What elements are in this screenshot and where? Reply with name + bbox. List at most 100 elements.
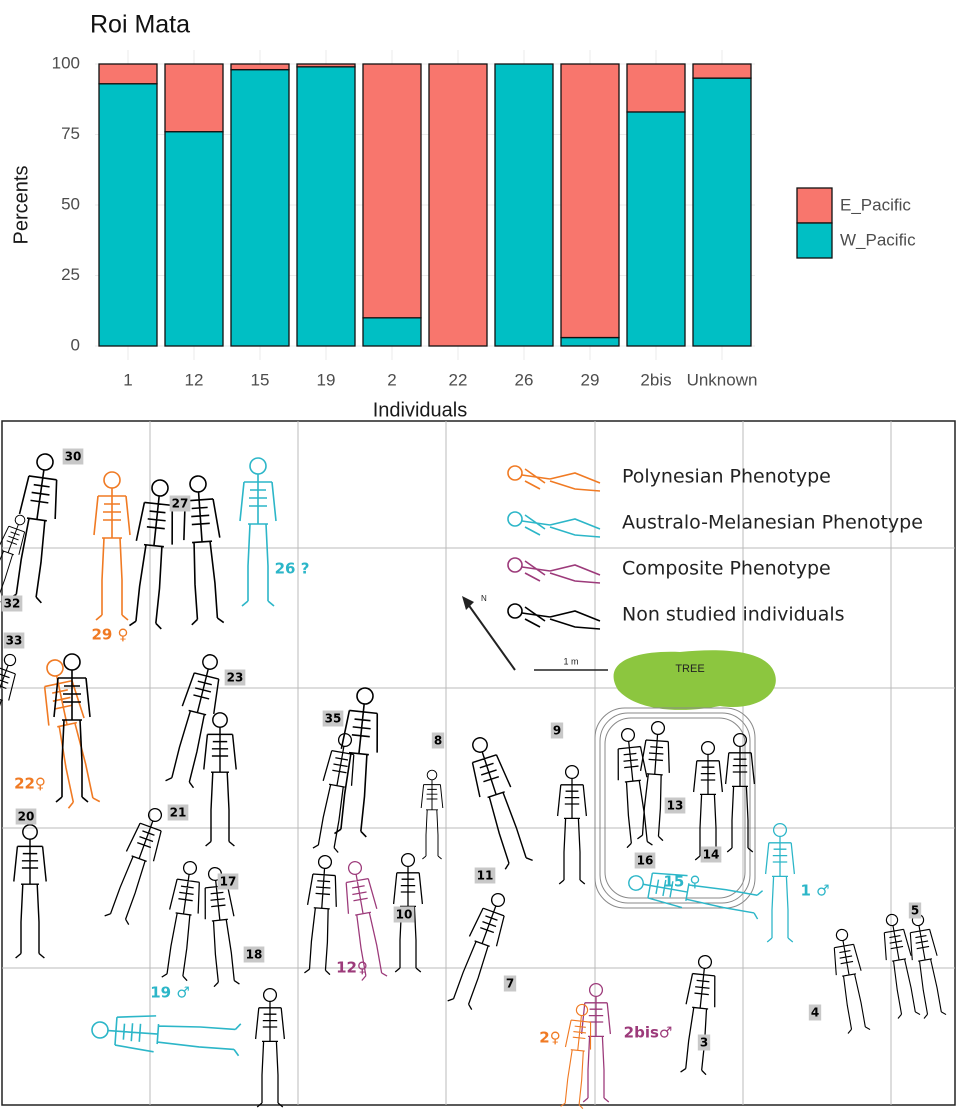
bones	[556, 778, 588, 885]
x-axis-label: Individuals	[373, 399, 468, 421]
bones	[203, 727, 237, 847]
skeleton	[345, 860, 388, 981]
label-box	[550, 722, 564, 739]
skeleton	[13, 824, 47, 959]
bones	[165, 668, 220, 789]
bones	[471, 751, 533, 870]
bones	[580, 996, 612, 1103]
bones	[0, 524, 26, 603]
x-tick-label: 29	[581, 370, 600, 389]
label-box	[15, 808, 37, 825]
map-label: 29 ♀	[91, 626, 128, 644]
bar-segment	[428, 63, 488, 347]
skeleton	[883, 913, 921, 1019]
label-box	[393, 906, 415, 923]
map-label: 26 ?	[275, 560, 310, 578]
skull	[620, 727, 636, 743]
legend-label: E_Pacific	[840, 195, 911, 214]
bones	[304, 868, 337, 976]
skull	[317, 854, 333, 870]
bones	[334, 703, 379, 838]
map-label: 12♀	[336, 959, 368, 977]
skeleton	[165, 654, 220, 789]
bar-segment	[692, 63, 752, 79]
skull	[14, 514, 26, 526]
y-tick-label: 25	[61, 265, 80, 284]
bones	[392, 866, 424, 973]
bar-segment	[296, 63, 356, 68]
icon-bones	[521, 606, 601, 630]
label-box	[224, 669, 246, 686]
skeleton	[304, 854, 337, 976]
skeleton	[204, 866, 240, 988]
y-tick-label: 75	[61, 124, 80, 143]
map-frame	[1, 420, 956, 1106]
scale-label: 1 m	[563, 656, 578, 666]
bones	[13, 839, 47, 959]
skull	[426, 769, 438, 781]
bones	[642, 872, 764, 920]
label-box	[322, 710, 344, 727]
bones	[183, 491, 225, 626]
map-label: 14	[703, 848, 720, 862]
bones	[254, 1001, 286, 1108]
bones	[0, 665, 16, 757]
skeleton	[129, 479, 174, 630]
legend-key	[796, 187, 833, 224]
bar-segment	[230, 68, 290, 347]
map-label: 18	[246, 948, 263, 962]
y-tick-label: 50	[61, 194, 80, 213]
label-box	[3, 632, 25, 649]
x-tick-label: 2	[387, 370, 396, 389]
skeleton	[91, 1015, 242, 1057]
bones	[420, 779, 444, 860]
skull	[207, 866, 223, 882]
map-legend: Polynesian Phenotype Australo-Melanesian …	[507, 465, 923, 630]
map-label: 2bis♂	[624, 1024, 673, 1042]
y-tick-label: 100	[52, 53, 80, 72]
skeleton	[334, 687, 379, 838]
bar-segment	[362, 317, 422, 347]
tree	[613, 650, 776, 710]
bones	[312, 746, 355, 853]
north-label: N	[481, 594, 487, 603]
label-box	[167, 804, 189, 821]
skeleton	[0, 653, 17, 757]
legend-label: W_Pacific	[840, 230, 916, 249]
label-box	[62, 448, 84, 465]
label-box	[243, 946, 265, 963]
bones	[107, 1015, 242, 1057]
label-box	[217, 873, 239, 890]
legend-text: Australo-Melanesian Phenotype	[622, 512, 923, 534]
map-label: 3	[700, 1036, 708, 1050]
skeleton	[580, 982, 612, 1103]
label-box	[700, 846, 722, 863]
bones	[129, 495, 174, 630]
bar-segment	[296, 66, 356, 347]
x-tick-label: 15	[251, 370, 270, 389]
map-label: 5	[911, 904, 919, 918]
bar-segment	[626, 63, 686, 113]
skeleton	[764, 822, 796, 943]
label-box	[474, 867, 496, 884]
bar-segment	[164, 63, 224, 133]
bones	[560, 1015, 592, 1109]
bones	[909, 925, 947, 1019]
map-label: 9	[553, 724, 561, 738]
icon-bones	[521, 514, 601, 538]
bones	[764, 836, 796, 943]
y-axis-label: Percents	[10, 166, 32, 245]
x-tick-label: 19	[317, 370, 336, 389]
label-box	[1, 595, 23, 612]
map-label: 19 ♂	[150, 984, 190, 1002]
label-box	[634, 852, 656, 869]
icon-skull	[507, 603, 523, 619]
x-tick-label: Unknown	[687, 370, 758, 389]
icon-skull	[507, 511, 523, 527]
bones	[883, 925, 921, 1019]
map-label: 2♀	[539, 1029, 560, 1047]
skeleton	[471, 737, 533, 870]
legend-icon	[507, 465, 601, 492]
skeleton	[53, 653, 91, 803]
